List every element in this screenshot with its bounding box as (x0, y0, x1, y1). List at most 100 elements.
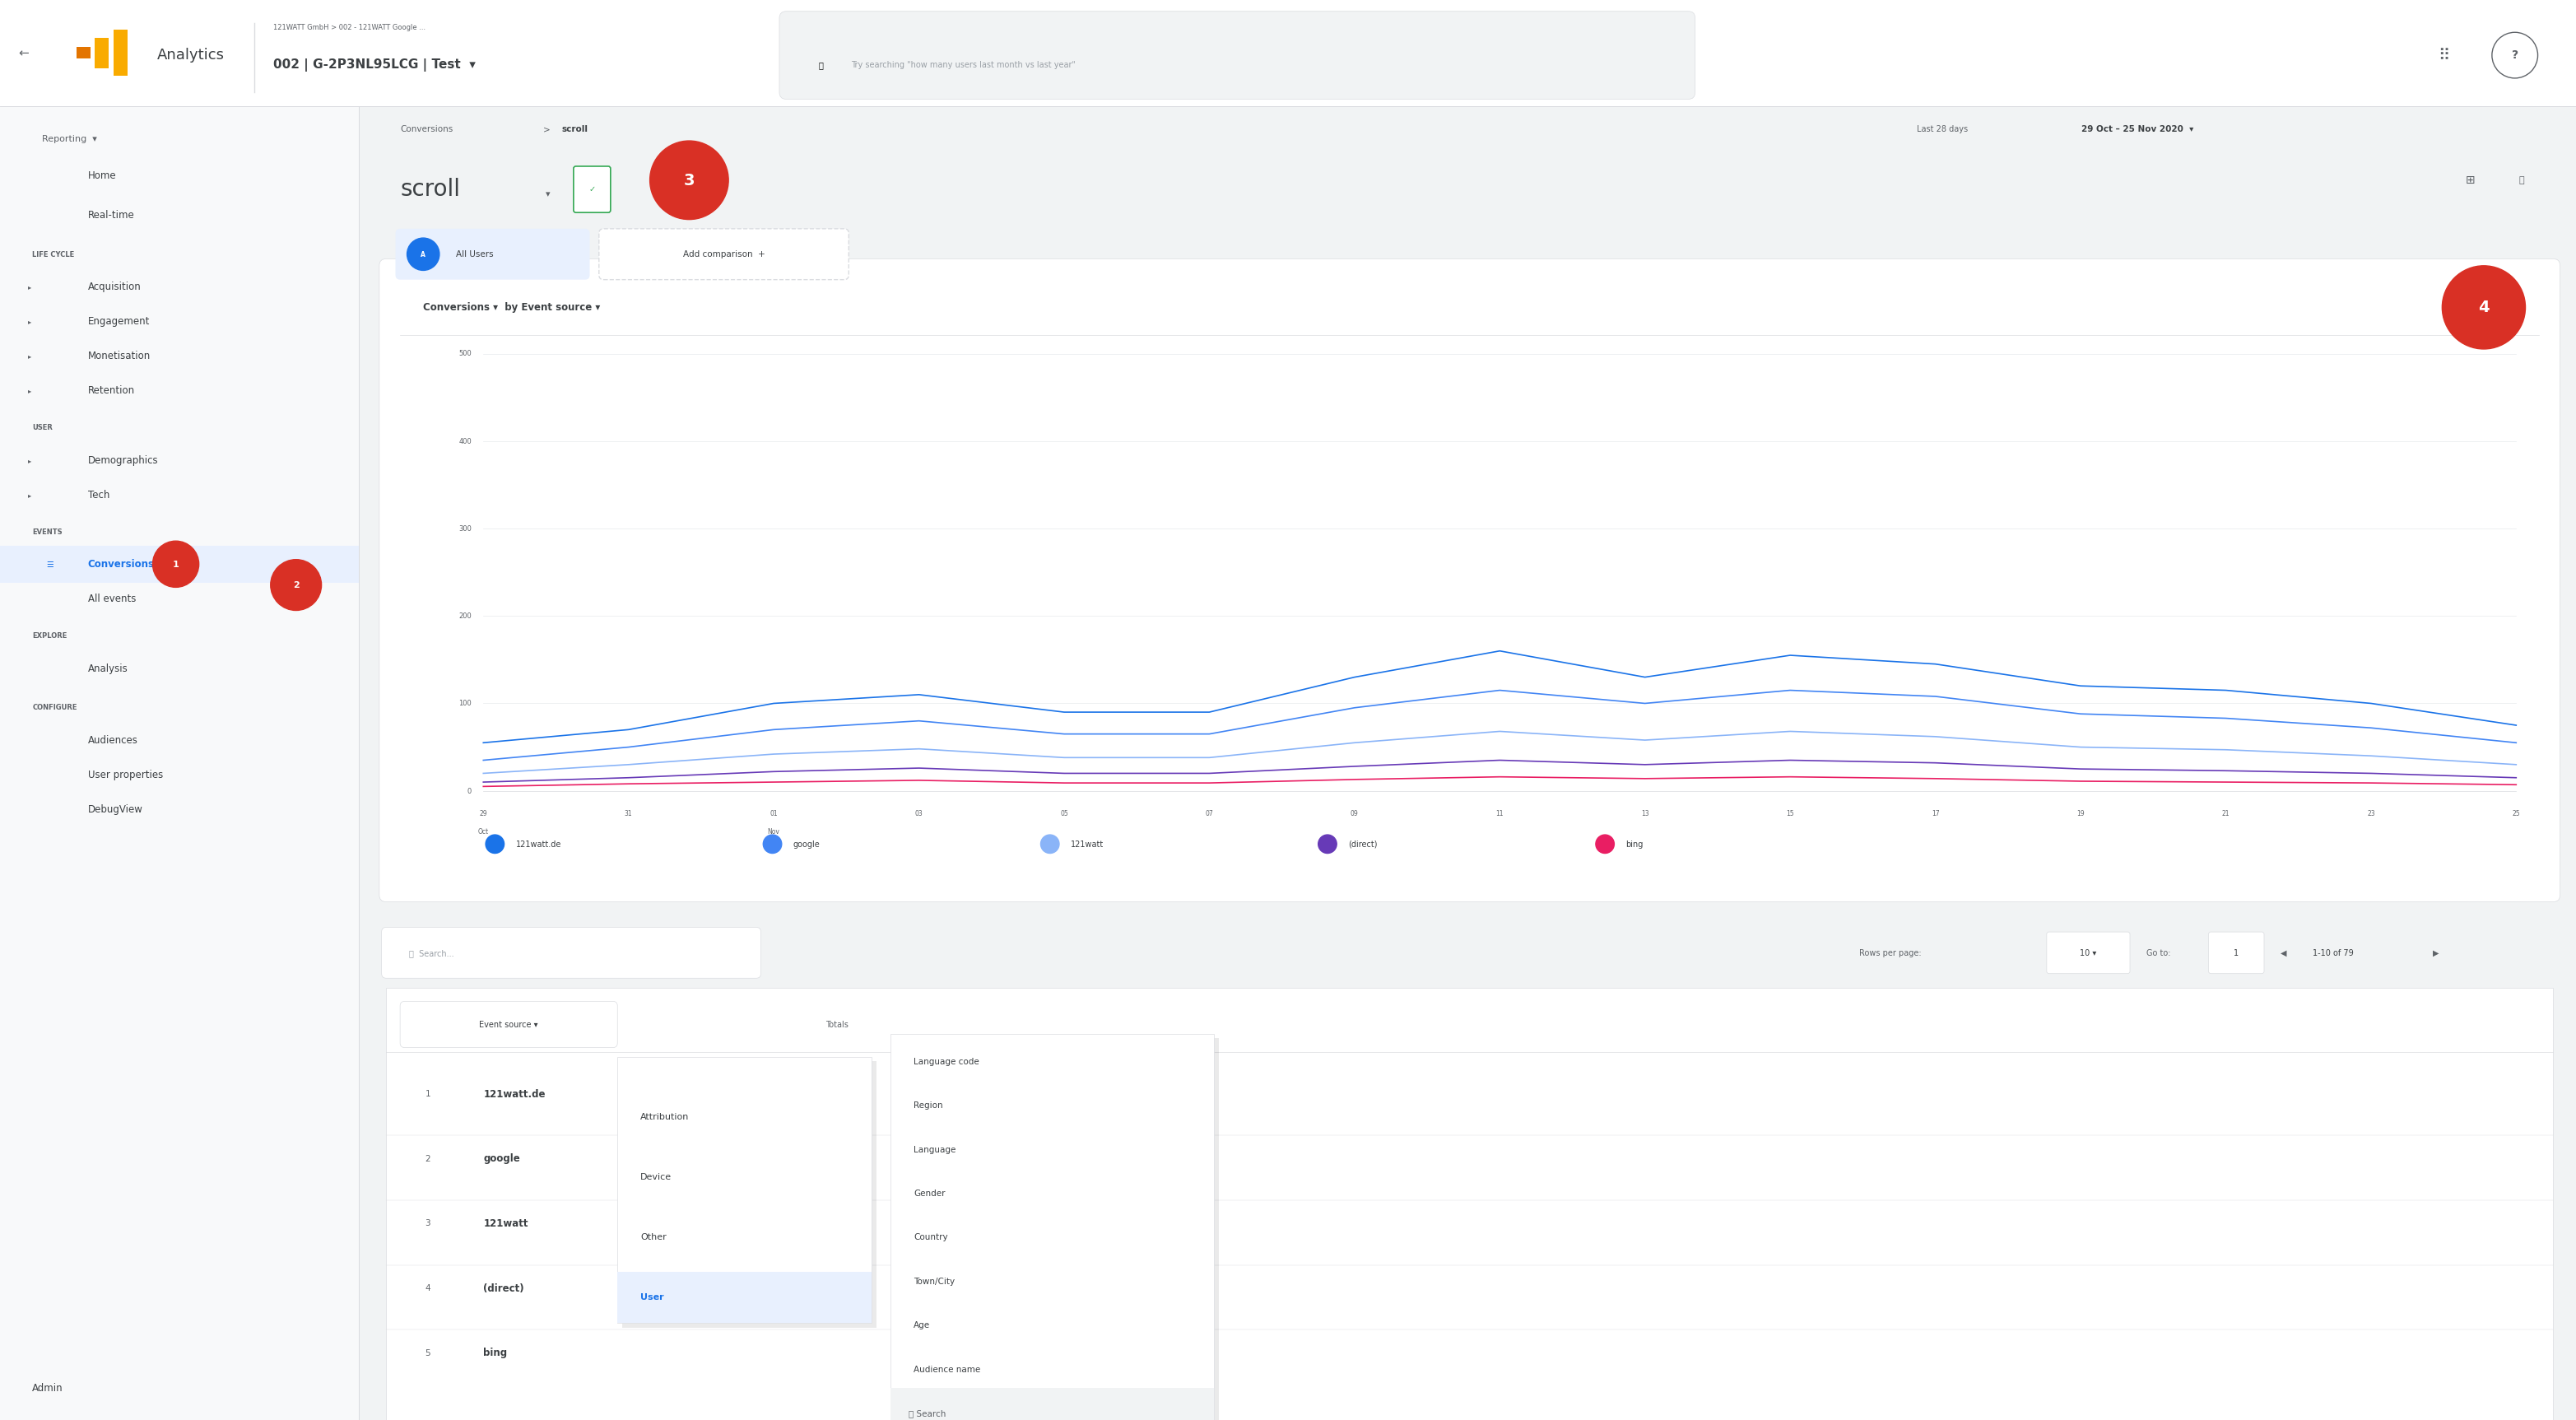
Text: 17: 17 (1932, 809, 1940, 816)
Text: ⊞: ⊞ (2465, 175, 2476, 186)
Text: ▾: ▾ (546, 190, 551, 199)
Text: 🔍  Search...: 🔍 Search... (410, 949, 453, 957)
Text: Oct: Oct (479, 828, 489, 835)
Text: 121watt.de: 121watt.de (515, 841, 562, 848)
Text: Acquisition: Acquisition (88, 281, 142, 293)
FancyBboxPatch shape (399, 1001, 618, 1048)
Text: User: User (641, 1294, 665, 1302)
Text: 13: 13 (1641, 809, 1649, 816)
Text: ✓: ✓ (590, 186, 595, 193)
Text: All Users: All Users (456, 250, 492, 258)
Text: 05: 05 (1059, 809, 1069, 816)
Text: 2: 2 (425, 1154, 430, 1163)
Text: ▸: ▸ (28, 388, 31, 395)
Text: ▸: ▸ (28, 491, 31, 498)
Text: 200: 200 (459, 612, 471, 619)
Text: User properties: User properties (88, 770, 162, 780)
Text: ▶: ▶ (2432, 949, 2439, 957)
FancyBboxPatch shape (0, 0, 2576, 106)
FancyBboxPatch shape (574, 166, 611, 213)
Text: (direct): (direct) (484, 1282, 523, 1294)
Text: 01: 01 (770, 809, 778, 816)
Text: Region: Region (914, 1102, 943, 1109)
Text: CONFIGURE: CONFIGURE (33, 704, 77, 711)
Text: 1: 1 (425, 1089, 430, 1098)
Text: 100: 100 (459, 700, 471, 707)
Text: 23: 23 (2367, 809, 2375, 816)
Text: 3: 3 (425, 1220, 430, 1227)
Text: Reporting  ▾: Reporting ▾ (41, 135, 98, 143)
Text: 121watt: 121watt (484, 1218, 528, 1228)
Circle shape (2442, 266, 2524, 349)
Text: ◀: ◀ (2280, 949, 2285, 957)
FancyBboxPatch shape (598, 229, 848, 280)
Text: Audience name: Audience name (914, 1365, 981, 1373)
FancyBboxPatch shape (77, 47, 90, 60)
Text: ▸: ▸ (28, 456, 31, 464)
Text: 07: 07 (1206, 809, 1213, 816)
Text: (direct): (direct) (1347, 841, 1378, 848)
Text: 121WATT GmbH > 002 - 121WATT Google ...: 121WATT GmbH > 002 - 121WATT Google ... (273, 24, 425, 31)
Text: 10 ▾: 10 ▾ (2079, 949, 2097, 957)
Text: Retention: Retention (88, 385, 134, 396)
FancyBboxPatch shape (2208, 932, 2264, 974)
Text: ☰: ☰ (46, 559, 54, 568)
Text: Town/City: Town/City (914, 1277, 956, 1285)
Text: Demographics: Demographics (88, 454, 157, 466)
Text: Conversions: Conversions (88, 559, 155, 569)
Text: 5: 5 (425, 1349, 430, 1358)
Text: 29: 29 (479, 809, 487, 816)
FancyBboxPatch shape (891, 1387, 1213, 1420)
FancyBboxPatch shape (113, 30, 126, 77)
Text: 03: 03 (914, 809, 922, 816)
Text: 1: 1 (2233, 949, 2239, 957)
FancyBboxPatch shape (397, 229, 590, 280)
Text: ▸: ▸ (28, 318, 31, 325)
FancyBboxPatch shape (0, 545, 358, 582)
Text: 31: 31 (623, 809, 634, 816)
Text: ▸: ▸ (28, 352, 31, 359)
Text: 121watt: 121watt (1072, 841, 1103, 848)
Text: 15: 15 (1785, 809, 1793, 816)
FancyBboxPatch shape (0, 106, 358, 1420)
Text: Try searching "how many users last month vs last year": Try searching "how many users last month… (850, 61, 1077, 70)
Text: Engagement: Engagement (88, 317, 149, 327)
Text: Other: Other (641, 1233, 667, 1241)
Text: Conversions ▾  by Event source ▾: Conversions ▾ by Event source ▾ (422, 302, 600, 312)
Text: ←: ← (18, 47, 28, 60)
Text: Real-time: Real-time (88, 210, 134, 220)
FancyBboxPatch shape (379, 258, 2561, 902)
Circle shape (649, 141, 729, 220)
Circle shape (1319, 835, 1337, 853)
FancyBboxPatch shape (621, 1062, 876, 1328)
Text: USER: USER (33, 425, 54, 432)
Text: ▸: ▸ (28, 283, 31, 291)
Text: 🔍: 🔍 (819, 61, 824, 70)
Text: Admin: Admin (33, 1382, 64, 1393)
Circle shape (487, 835, 505, 853)
Text: 121watt.de: 121watt.de (484, 1089, 546, 1099)
Circle shape (762, 835, 781, 853)
Text: Home: Home (88, 170, 116, 182)
Text: Analytics: Analytics (157, 48, 224, 62)
Text: 2: 2 (294, 581, 299, 589)
FancyBboxPatch shape (894, 1038, 1218, 1420)
Text: Last 28 days: Last 28 days (1917, 125, 1968, 133)
Text: LIFE CYCLE: LIFE CYCLE (33, 251, 75, 258)
Text: ⠿: ⠿ (2437, 48, 2450, 64)
Text: Nov: Nov (768, 828, 781, 835)
Text: 4: 4 (2478, 300, 2488, 315)
Text: >: > (544, 125, 551, 133)
Text: 500: 500 (459, 351, 471, 358)
Text: 29 Oct – 25 Nov 2020  ▾: 29 Oct – 25 Nov 2020 ▾ (2081, 125, 2192, 133)
Text: Add comparison  +: Add comparison + (683, 250, 765, 258)
Text: google: google (793, 841, 819, 848)
FancyBboxPatch shape (618, 1272, 871, 1323)
FancyBboxPatch shape (2045, 932, 2130, 974)
Text: EXPLORE: EXPLORE (33, 632, 67, 639)
FancyBboxPatch shape (781, 11, 1695, 99)
Circle shape (1041, 835, 1059, 853)
Text: 1-10 of 79: 1-10 of 79 (2313, 949, 2354, 957)
Text: A: A (420, 251, 425, 258)
Text: Analysis: Analysis (88, 663, 129, 673)
